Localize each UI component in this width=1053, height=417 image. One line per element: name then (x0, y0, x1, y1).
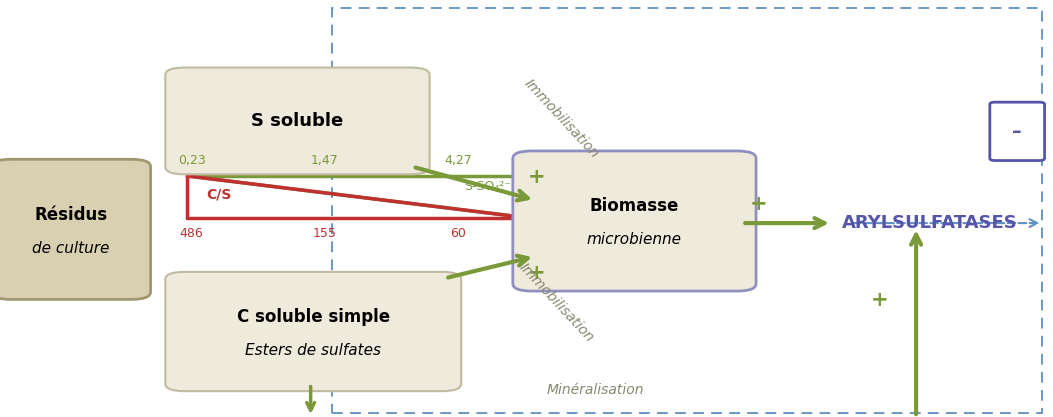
Text: Résidus: Résidus (35, 206, 107, 224)
Text: +: + (750, 194, 767, 214)
Text: 155: 155 (313, 227, 336, 240)
Text: Immobilisation: Immobilisation (516, 260, 596, 344)
Bar (332, 8, 1042, 413)
Text: Esters de sulfates: Esters de sulfates (245, 343, 381, 358)
Text: 486: 486 (180, 227, 203, 240)
Text: 60: 60 (450, 227, 466, 240)
Text: +: + (871, 290, 888, 310)
Text: 0,23: 0,23 (178, 154, 205, 167)
Text: 1,47: 1,47 (311, 154, 338, 167)
Text: Minéralisation: Minéralisation (547, 383, 643, 397)
FancyBboxPatch shape (990, 102, 1045, 161)
Text: de culture: de culture (33, 241, 110, 256)
FancyBboxPatch shape (165, 272, 461, 391)
Text: microbienne: microbienne (587, 232, 682, 247)
Text: Biomasse: Biomasse (590, 197, 679, 216)
Text: +: + (529, 167, 545, 187)
Text: S-SO₄²⁻: S-SO₄²⁻ (463, 180, 511, 193)
FancyBboxPatch shape (0, 159, 151, 299)
Text: C/S: C/S (206, 188, 232, 202)
Text: S soluble: S soluble (252, 112, 343, 130)
Text: +: + (529, 263, 545, 283)
FancyBboxPatch shape (513, 151, 756, 291)
Text: ARYLSULFATASES: ARYLSULFATASES (842, 214, 1018, 232)
Text: –: – (1012, 122, 1022, 141)
FancyBboxPatch shape (165, 68, 430, 174)
Text: C soluble simple: C soluble simple (237, 308, 390, 326)
Text: Immobilisation: Immobilisation (521, 77, 601, 161)
Text: 4,27: 4,27 (444, 154, 472, 167)
